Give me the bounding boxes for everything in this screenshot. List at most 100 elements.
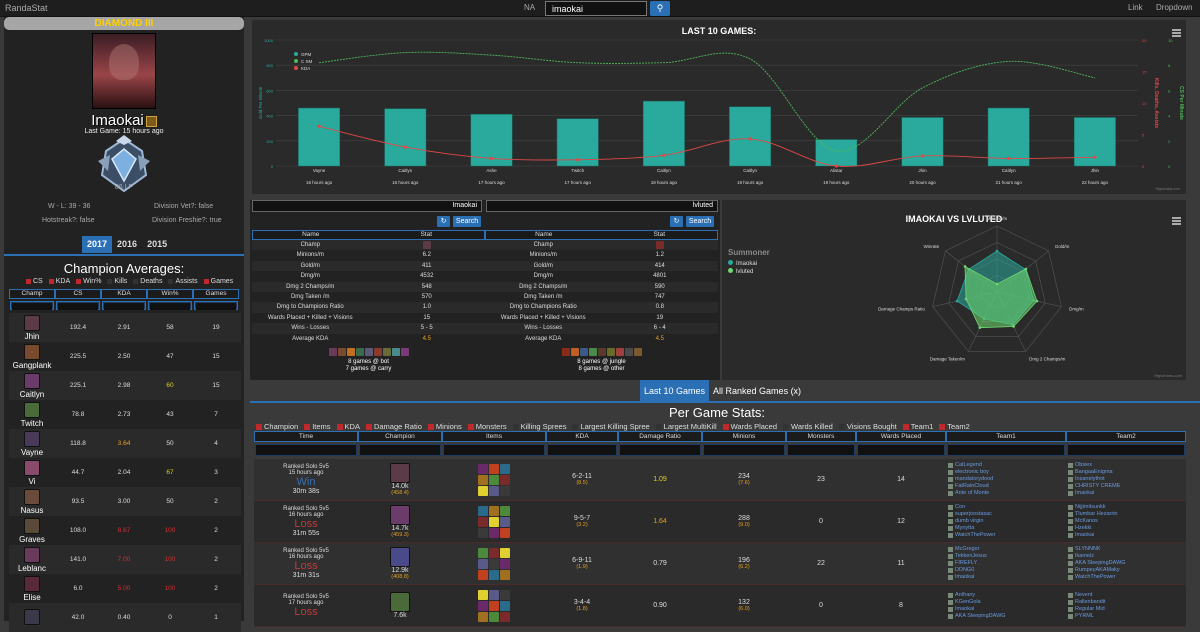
column-toggle[interactable]: Kills	[107, 278, 127, 285]
gpm-bar[interactable]	[298, 107, 341, 167]
column-toggle[interactable]: Monsters	[467, 422, 507, 431]
gpm-bar[interactable]	[987, 107, 1030, 167]
player-link[interactable]: Nevent	[1068, 592, 1092, 599]
chart-menu-icon[interactable]	[1172, 217, 1181, 225]
column-header[interactable]: Games	[193, 289, 239, 299]
column-header[interactable]: Champion	[358, 431, 442, 442]
radar-point[interactable]	[995, 282, 999, 286]
column-filter-input[interactable]	[255, 444, 357, 456]
player-link[interactable]: TekkenJesus	[948, 553, 987, 560]
player-link[interactable]: Nijjimitsunkk	[1068, 504, 1106, 511]
player-link[interactable]: SLYNNNK	[1068, 546, 1101, 553]
column-filter-input[interactable]	[619, 444, 701, 456]
column-toggle[interactable]: Team2	[939, 422, 970, 431]
column-header[interactable]: Win%	[147, 289, 193, 299]
column-toggle[interactable]: Minions	[427, 422, 462, 431]
column-filter-input[interactable]	[787, 444, 855, 456]
table-row[interactable]: Jhin 192.4 2.91 58 19	[9, 313, 241, 342]
column-header[interactable]: Minions	[702, 431, 786, 442]
column-filter-input[interactable]	[10, 301, 54, 310]
search-button[interactable]: ⚲	[650, 1, 670, 16]
player-link[interactable]: KGenGola	[948, 599, 981, 606]
column-filter-input[interactable]	[194, 301, 238, 310]
table-row[interactable]: Twitch 78.8 2.73 43 7	[9, 400, 241, 429]
gpm-bar[interactable]	[815, 139, 858, 167]
tab-2017[interactable]: 2017	[82, 236, 113, 253]
player-link[interactable]: DDNG0	[948, 567, 974, 574]
column-filter-input[interactable]	[703, 444, 785, 456]
chart-menu-icon[interactable]	[1172, 29, 1181, 37]
player-link[interactable]: Tlumbar Hezarrin	[1068, 511, 1117, 518]
table-row[interactable]: Nasus 93.5 3.00 50 2	[9, 487, 241, 516]
column-header[interactable]: Team2	[1066, 431, 1186, 442]
player-link[interactable]: Imaokai	[1068, 490, 1094, 497]
column-filter-input[interactable]	[359, 444, 441, 456]
table-row[interactable]: Vi 44.7 2.04 67 3	[9, 458, 241, 487]
player-link[interactable]: Ikamelz	[1068, 553, 1094, 560]
gpm-bar[interactable]	[901, 117, 944, 167]
tab-2016[interactable]: 2016	[117, 239, 138, 249]
column-header[interactable]: KDA	[101, 289, 147, 299]
column-header[interactable]: KDA	[546, 431, 618, 442]
refresh-icon[interactable]: ↻	[437, 216, 450, 227]
column-toggle[interactable]: KDA	[336, 422, 360, 431]
player-link[interactable]: Ante of Monte	[948, 490, 989, 497]
brand-logo[interactable]: RandaStat	[5, 3, 48, 13]
player-link[interactable]: Hzekki	[1068, 525, 1092, 532]
radar-legend-item[interactable]: Imaokai	[728, 260, 757, 268]
radar-point[interactable]	[955, 299, 959, 303]
column-header[interactable]: CS	[55, 289, 101, 299]
column-toggle[interactable]: Wards Placed	[722, 422, 777, 431]
column-header[interactable]: Stat	[653, 231, 666, 238]
radar-point[interactable]	[995, 249, 999, 253]
player-link[interactable]: BangaaEnigma	[1068, 469, 1113, 476]
column-header[interactable]: Team1	[946, 431, 1066, 442]
table-row[interactable]: Gangplank 225.5 2.50 47 15	[9, 342, 241, 371]
kda-point[interactable]	[748, 137, 752, 141]
player-link[interactable]: dumb virgin	[948, 518, 983, 525]
radar-legend-item[interactable]: lvluted	[728, 268, 757, 276]
player-link[interactable]: AKA SleepingDAWG	[948, 613, 1006, 620]
column-toggle[interactable]: KDA	[48, 278, 70, 285]
player-link[interactable]: FIREFLY	[948, 560, 977, 567]
column-toggle[interactable]: Damage Ratio	[365, 422, 422, 431]
player-link[interactable]: Imaokai	[1068, 532, 1094, 539]
player-link[interactable]: mandatorydood	[948, 476, 993, 483]
radar-point[interactable]	[964, 297, 968, 301]
player-link[interactable]: superjoostasac	[948, 511, 992, 518]
column-header[interactable]: Monsters	[786, 431, 856, 442]
column-toggle[interactable]: Largest MultiKill	[655, 422, 717, 431]
refresh-icon[interactable]: ↻	[670, 216, 683, 227]
kda-point[interactable]	[489, 156, 494, 161]
player-link[interactable]: electronic boy	[948, 469, 989, 476]
column-toggle[interactable]: Games	[203, 278, 233, 285]
player-link[interactable]: FatRainCloud	[948, 483, 989, 490]
column-filter-input[interactable]	[148, 301, 192, 310]
tab-all-ranked-games[interactable]: All Ranked Games (x)	[713, 386, 802, 396]
column-toggle[interactable]: Deaths	[133, 278, 162, 285]
tab-last-10-games[interactable]: Last 10 Games	[640, 380, 710, 402]
legend-item[interactable]: KDA	[301, 66, 310, 71]
kda-point[interactable]	[920, 154, 925, 158]
radar-point[interactable]	[1012, 325, 1015, 328]
column-toggle[interactable]: CS	[26, 278, 43, 285]
table-row[interactable]: Ranked Solo 5v5 16 hours ago Loss 31m 31s 12…	[254, 543, 1186, 585]
column-header[interactable]: Name	[535, 231, 553, 238]
kda-point[interactable]	[317, 124, 321, 128]
column-toggle[interactable]: Largest Killing Spree	[572, 422, 650, 431]
column-header[interactable]: Time	[254, 431, 358, 442]
legend-item[interactable]: C SM	[301, 59, 313, 64]
column-toggle[interactable]: Items	[304, 422, 331, 431]
player-link[interactable]: CatLegend	[948, 462, 982, 469]
nav-link[interactable]: Link	[1128, 3, 1143, 12]
player-link[interactable]: Mynytta	[948, 525, 974, 532]
table-row[interactable]: Vayne 118.8 3.64 50 4	[9, 429, 241, 458]
column-header[interactable]: Items	[442, 431, 546, 442]
column-filter-input[interactable]	[547, 444, 617, 456]
player-link[interactable]: Anthany	[948, 592, 975, 599]
radar-point[interactable]	[963, 265, 967, 268]
table-row[interactable]: Leblanc 141.0 7.00 100 2	[9, 545, 241, 574]
column-toggle[interactable]: Visions Bought	[838, 422, 897, 431]
kda-point[interactable]	[662, 153, 666, 157]
player-link[interactable]: Rallenbandit	[1068, 599, 1106, 606]
